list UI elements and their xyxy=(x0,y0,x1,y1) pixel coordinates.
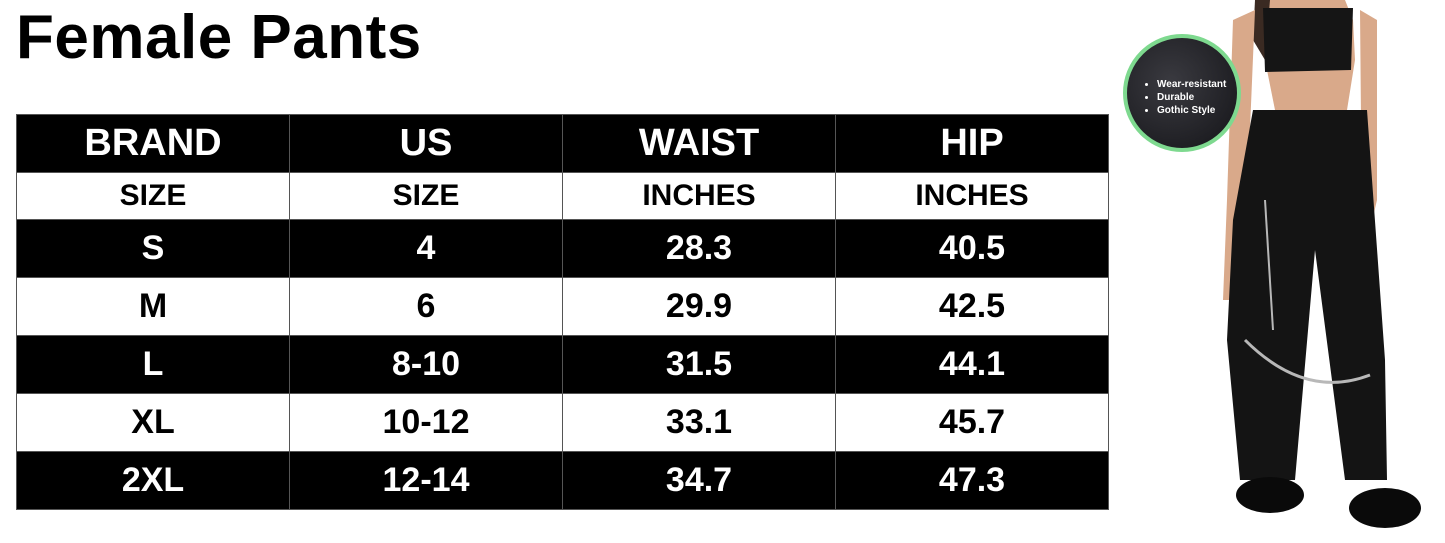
cell: 47.3 xyxy=(835,451,1109,510)
cell: 34.7 xyxy=(562,451,836,510)
model-chain xyxy=(1264,199,1274,331)
cell: 12-14 xyxy=(289,451,563,510)
model-top xyxy=(1263,8,1353,72)
cell: 44.1 xyxy=(835,335,1109,394)
model-shoe xyxy=(1236,477,1304,513)
cell: 29.9 xyxy=(562,277,836,336)
cell: 4 xyxy=(289,219,563,278)
table-row: S 4 28.3 40.5 xyxy=(16,219,1109,278)
features-badge: Wear-resistant Durable Gothic Style xyxy=(1123,34,1241,152)
table-row: M 6 29.9 42.5 xyxy=(16,277,1109,336)
cell: L xyxy=(16,335,290,394)
header-cell: HIP xyxy=(835,114,1109,173)
cell: 42.5 xyxy=(835,277,1109,336)
feature-item: Durable xyxy=(1157,91,1226,104)
cell: 31.5 xyxy=(562,335,836,394)
header-cell: BRAND xyxy=(16,114,290,173)
table-row: L 8-10 31.5 44.1 xyxy=(16,335,1109,394)
header-cell: US xyxy=(289,114,563,173)
table-row: XL 10-12 33.1 45.7 xyxy=(16,393,1109,452)
page-title: Female Pants xyxy=(16,3,422,72)
cell: 10-12 xyxy=(289,393,563,452)
cell: 28.3 xyxy=(562,219,836,278)
cell: 8-10 xyxy=(289,335,563,394)
cell: 45.7 xyxy=(835,393,1109,452)
header-row: BRAND US WAIST HIP xyxy=(16,114,1109,173)
subheader-cell: INCHES xyxy=(835,172,1109,220)
table-row: 2XL 12-14 34.7 47.3 xyxy=(16,451,1109,510)
subheader-cell: INCHES xyxy=(562,172,836,220)
cell: 2XL xyxy=(16,451,290,510)
model-shoe xyxy=(1349,488,1421,528)
cell: S xyxy=(16,219,290,278)
cell: 6 xyxy=(289,277,563,336)
subheader-cell: SIZE xyxy=(16,172,290,220)
cell: 40.5 xyxy=(835,219,1109,278)
feature-item: Gothic Style xyxy=(1157,104,1226,117)
cell: XL xyxy=(16,393,290,452)
subheader-cell: SIZE xyxy=(289,172,563,220)
subheader-row: SIZE SIZE INCHES INCHES xyxy=(16,172,1109,220)
cell: M xyxy=(16,277,290,336)
header-cell: WAIST xyxy=(562,114,836,173)
size-chart-table: BRAND US WAIST HIP SIZE SIZE INCHES INCH… xyxy=(16,114,1109,510)
model-chain xyxy=(1243,338,1371,384)
model-pants xyxy=(1227,110,1387,480)
cell: 33.1 xyxy=(562,393,836,452)
feature-item: Wear-resistant xyxy=(1157,78,1226,91)
